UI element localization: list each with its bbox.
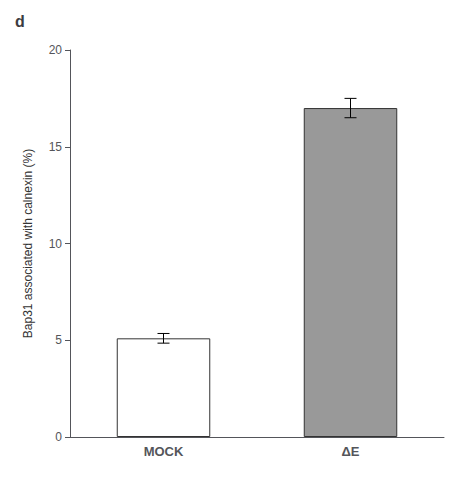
svg-text:MOCK: MOCK bbox=[144, 444, 184, 459]
svg-text:15: 15 bbox=[49, 140, 63, 154]
svg-text:ΔE: ΔE bbox=[341, 444, 359, 459]
svg-text:20: 20 bbox=[49, 43, 63, 57]
svg-text:d: d bbox=[15, 13, 25, 30]
svg-text:0: 0 bbox=[55, 430, 62, 444]
svg-text:5: 5 bbox=[55, 333, 62, 347]
svg-text:10: 10 bbox=[49, 237, 63, 251]
svg-text:Bap31 associated with calnexin: Bap31 associated with calnexin (%) bbox=[21, 149, 35, 338]
